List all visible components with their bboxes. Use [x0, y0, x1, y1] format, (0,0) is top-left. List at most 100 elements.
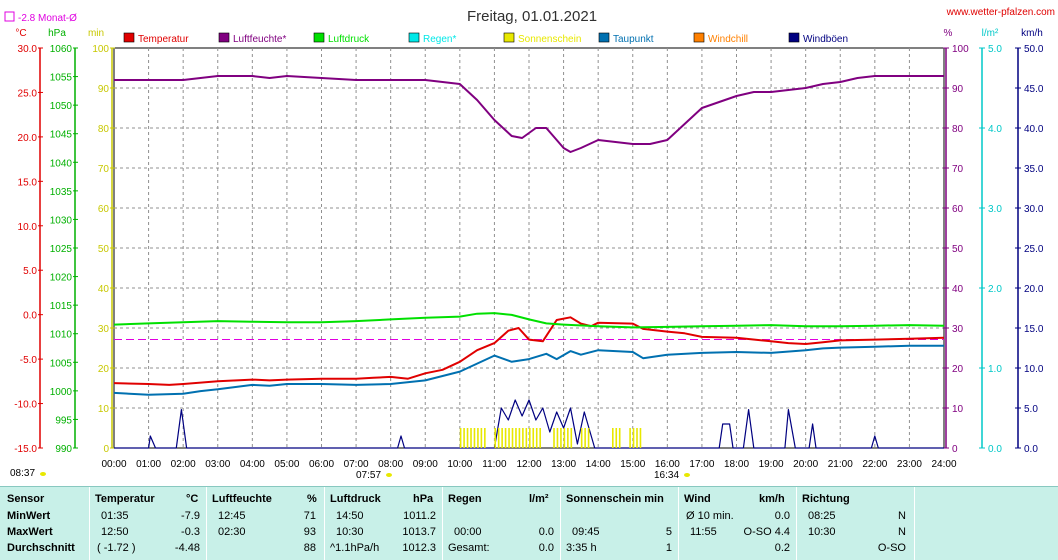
pressure-tick-13: 995	[55, 415, 72, 426]
rain-tick-3: 2.0	[988, 284, 1002, 295]
temp-tick-2: 20.0	[18, 133, 38, 144]
max-wind-time: 11:55	[690, 526, 717, 538]
humidity-tick-0: 100	[952, 44, 969, 55]
sunshine-bar-1-110	[494, 428, 497, 448]
header-rain: Regen	[448, 493, 482, 505]
rain-tick-5: 0.0	[988, 444, 1002, 455]
temp-tick-1: 25.0	[18, 88, 38, 99]
row-label-max: MaxWert	[7, 526, 53, 538]
legend-label-1: Luftfeuchte*	[233, 34, 286, 45]
min-wind-value: 0.0	[774, 510, 790, 522]
wind-unit-label: km/h	[1021, 28, 1043, 39]
avg-rain-value: 0.0	[538, 542, 554, 554]
x-tick-5: 05:00	[274, 459, 299, 470]
series-line-luftdruck	[113, 312, 945, 329]
sunshine-tick-6: 40	[98, 284, 110, 295]
sunshine-bar-4-145	[615, 428, 618, 448]
x-tick-7: 07:00	[344, 459, 369, 470]
series-line-luftfeuchte	[114, 75, 944, 153]
max-temp-value: -0.3	[181, 526, 200, 538]
sunshine-bar-1-115	[511, 428, 514, 448]
header-humidity: Luftfeuchte	[212, 493, 272, 505]
sunshine-bar-2-127	[553, 428, 555, 448]
sunshine-tick-7: 30	[98, 324, 110, 335]
sunshine-bar-1-120	[529, 428, 531, 448]
humidity-tick-1: 90	[952, 84, 964, 95]
max-temp-time: 12:50	[101, 526, 129, 538]
sunshine-bar-0-104	[473, 428, 476, 448]
x-tick-10: 10:00	[447, 459, 472, 470]
x-tick-4: 04:00	[240, 459, 265, 470]
sunshine-tick-8: 20	[98, 364, 110, 375]
humidity-tick-3: 70	[952, 164, 964, 175]
max-rain-value: 0.0	[538, 526, 554, 538]
legend-label-7: Windböen	[803, 34, 848, 45]
max-sunshine-value: 5	[665, 526, 672, 538]
sunshine-bar-0-106	[480, 428, 483, 448]
pressure-tick-2: 1050	[50, 101, 73, 112]
plot-grid	[113, 47, 945, 449]
sunshine-tick-5: 50	[98, 244, 110, 255]
temp-tick-5: 5.0	[23, 266, 37, 277]
moon-icon	[40, 472, 46, 476]
avg-rain-label: Gesamt:	[448, 542, 490, 554]
pressure-tick-6: 1030	[50, 215, 73, 226]
max-wind-value: O-SO 4.4	[743, 526, 790, 538]
sunshine-bar-1-121	[532, 428, 535, 448]
sunshine-tick-0: 100	[92, 44, 109, 55]
website-label: www.wetter-pfalzen.com	[946, 7, 1055, 18]
header-wind-unit: km/h	[759, 493, 785, 505]
sunshine-tick-9: 10	[98, 404, 110, 415]
sunshine-bar-0-102	[466, 428, 469, 448]
humidity-tick-2: 80	[952, 124, 964, 135]
min-pressure-time: 14:50	[336, 510, 364, 522]
x-tick-21: 21:00	[828, 459, 853, 470]
max-direction-value: N	[898, 526, 906, 538]
wind-tick-2: 40.0	[1024, 124, 1044, 135]
temp-tick-8: -10.0	[14, 400, 37, 411]
min-humidity-value: 71	[303, 510, 316, 522]
humidity-tick-5: 50	[952, 244, 964, 255]
humidity-tick-7: 30	[952, 324, 964, 335]
temp-unit-label: °C	[15, 28, 26, 39]
legend-swatch-2	[313, 32, 325, 43]
x-tick-13: 13:00	[551, 459, 576, 470]
avg-humidity-value: 88	[303, 542, 316, 554]
avg-pressure-trend: ^1.1hPa/h	[330, 542, 380, 554]
weather-chart: Freitag, 01.01.2021 www.wetter-pfalzen.c…	[4, 7, 1055, 481]
legend-swatch-7	[788, 32, 800, 43]
sunshine-bar-1-119	[525, 428, 528, 448]
rain-unit-label: l/m²	[982, 28, 999, 39]
sunshine-bar-1-116	[515, 428, 517, 448]
sunshine-bar-5-152	[639, 428, 642, 448]
wind-tick-3: 35.0	[1024, 164, 1044, 175]
sunshine-tick-3: 70	[98, 164, 110, 175]
pressure-unit-label: hPa	[48, 28, 66, 39]
sunshine-tick-4: 60	[98, 204, 110, 215]
sunrise-time-label: 07:57	[356, 470, 381, 481]
x-tick-17: 17:00	[689, 459, 714, 470]
sunshine-bar-1-122	[535, 428, 538, 448]
sunshine-tick-10: 0	[103, 444, 109, 455]
pressure-tick-11: 1005	[50, 358, 73, 369]
sunshine-bar-3-135	[580, 428, 583, 448]
legend-label-5: Taupunkt	[613, 34, 654, 45]
sunshine-bar-0-107	[484, 428, 486, 448]
x-tick-14: 14:00	[586, 459, 611, 470]
wind-tick-9: 5.0	[1024, 404, 1038, 415]
avg-sunshine-value: 1	[665, 542, 672, 554]
legend-swatch-6	[693, 32, 705, 43]
pressure-tick-12: 1000	[50, 387, 73, 398]
sunset-icon	[684, 473, 690, 477]
temp-tick-4: 10.0	[18, 222, 38, 233]
legend-swatch-1	[218, 32, 230, 43]
left-axes: 30.0 25.0 20.0 15.0 10.0 5.0 0.0 -5.0 -10.0 -15.0…	[14, 44, 115, 455]
sunshine-bar-2-130	[563, 428, 566, 448]
max-humidity-time: 02:30	[218, 526, 246, 538]
legend-label-4: Sonnenschein	[518, 34, 581, 45]
header-pressure: Luftdruck	[330, 493, 381, 505]
legend-label-6: Windchill	[708, 34, 748, 45]
x-tick-11: 11:00	[482, 459, 507, 470]
temp-tick-0: 30.0	[18, 44, 38, 55]
sunshine-bar-2-131	[567, 428, 569, 448]
